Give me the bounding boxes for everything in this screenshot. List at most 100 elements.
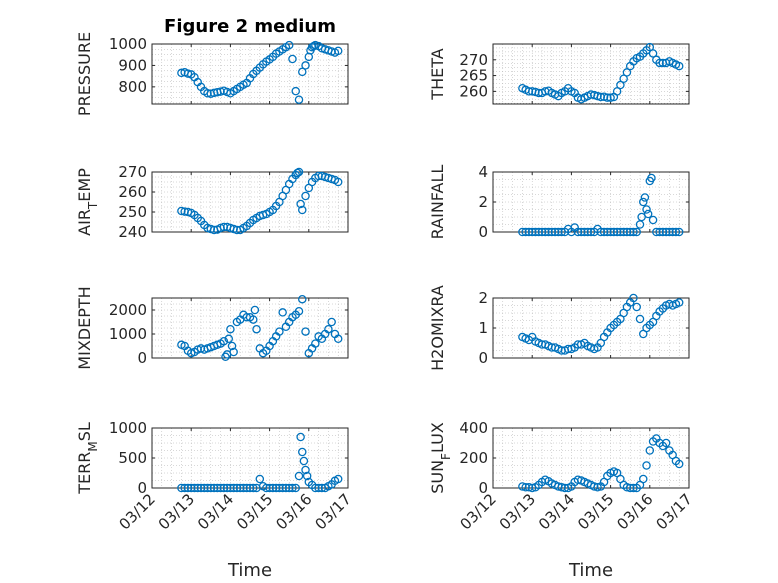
- data-point: [242, 483, 251, 493]
- data-point: [625, 483, 635, 493]
- data-point: [196, 483, 206, 493]
- data-point: [619, 227, 628, 237]
- y-tick-label: 270: [459, 51, 488, 69]
- data-point: [596, 227, 606, 237]
- data-point: [311, 483, 320, 493]
- y-axis-label: MIXDEPTH: [75, 286, 94, 369]
- data-point: [629, 293, 638, 303]
- data-point: [518, 227, 527, 237]
- data-point: [249, 315, 258, 324]
- data-point: [311, 339, 320, 348]
- data-point: [229, 483, 238, 493]
- data-point: [576, 227, 586, 237]
- data-point: [294, 95, 304, 104]
- data-point: [671, 227, 681, 237]
- data-point: [239, 483, 248, 493]
- y-tick-label: 1000: [109, 419, 147, 437]
- data-point: [296, 432, 305, 442]
- data-point: [203, 483, 212, 493]
- axes-box: [151, 171, 349, 233]
- data-point: [298, 447, 307, 457]
- data-point: [534, 227, 543, 237]
- data-point: [235, 483, 245, 493]
- data-point: [324, 324, 333, 334]
- data-point: [200, 483, 209, 493]
- data-point: [642, 461, 651, 470]
- data-point: [186, 483, 196, 493]
- data-point: [541, 227, 550, 237]
- data-point: [665, 227, 674, 237]
- data-point: [250, 305, 260, 315]
- data-point: [599, 227, 609, 237]
- data-point: [296, 199, 305, 209]
- data-point: [245, 483, 255, 493]
- data-point: [221, 352, 230, 362]
- data-point: [293, 168, 302, 178]
- x-tick-label: 03/14: [535, 490, 578, 533]
- y-tick-label: 1: [478, 319, 488, 337]
- data-point: [674, 227, 684, 237]
- figure-title: Figure 2 medium: [164, 16, 336, 37]
- data-point: [180, 483, 189, 493]
- data-point: [271, 483, 281, 493]
- x-axis-label: Time: [568, 560, 613, 581]
- y-tick-label: 800: [118, 78, 147, 96]
- axes-box: [151, 297, 349, 359]
- data-point: [642, 205, 651, 214]
- data-point: [674, 459, 684, 469]
- data-point: [668, 227, 677, 237]
- data-point: [590, 482, 599, 491]
- data-point: [573, 227, 583, 237]
- y-tick-label: 1000: [109, 325, 147, 343]
- data-point: [606, 227, 615, 237]
- y-tick-label: 270: [118, 163, 147, 181]
- data-point: [314, 483, 323, 493]
- data-point: [190, 483, 199, 493]
- data-point: [658, 227, 668, 237]
- data-point: [647, 173, 656, 183]
- data-point: [640, 193, 650, 202]
- data-point: [655, 227, 664, 237]
- data-point: [291, 86, 300, 96]
- axes-box: [151, 43, 349, 105]
- y-tick-label: 200: [459, 449, 488, 467]
- data-point: [674, 298, 684, 307]
- subplot-h2omixra: 0 1 2 H2OMIXRA: [428, 285, 690, 371]
- data-point: [298, 205, 307, 215]
- data-point: [524, 227, 534, 237]
- y-axis-label: AIRTEMP: [75, 168, 100, 236]
- y-tick-label: 1000: [109, 35, 147, 53]
- data-point: [268, 483, 278, 493]
- y-tick-label: 260: [118, 183, 147, 201]
- data-point: [606, 93, 615, 102]
- data-point: [309, 41, 318, 51]
- y-tick-label: 240: [118, 223, 147, 241]
- data-point: [639, 197, 648, 207]
- x-tick-label: 03/15: [233, 490, 276, 533]
- subplot-air-temp: 240 250 260 270 AIRTEMP: [75, 163, 349, 241]
- data-point: [645, 446, 655, 455]
- data-point: [294, 167, 304, 177]
- data-point: [275, 327, 284, 336]
- data-point: [531, 227, 540, 237]
- data-point: [252, 324, 261, 334]
- data-point: [224, 334, 234, 344]
- data-point: [648, 215, 658, 225]
- y-tick-label: 0: [478, 479, 488, 497]
- data-point: [219, 336, 229, 346]
- data-point: [327, 317, 336, 327]
- data-point: [219, 483, 229, 493]
- data-point: [255, 474, 265, 484]
- data-point: [262, 483, 271, 493]
- data-point: [632, 302, 641, 312]
- data-point: [635, 314, 645, 324]
- data-point: [284, 483, 294, 493]
- data-point: [333, 474, 343, 484]
- data-point: [183, 483, 193, 493]
- data-point: [193, 483, 202, 493]
- x-tick-label: 03/14: [194, 490, 237, 533]
- y-tick-label: 0: [478, 349, 488, 367]
- data-point: [550, 227, 560, 237]
- subplot-pressure: 800 900 1000 PRESSURE Figure 2 medium: [75, 16, 349, 116]
